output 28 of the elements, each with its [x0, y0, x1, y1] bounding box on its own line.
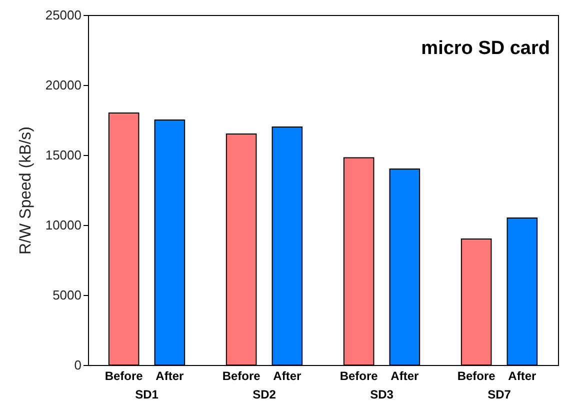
text: After	[273, 369, 302, 383]
bar	[272, 126, 303, 366]
y-axis-title: R/W Speed (kB/s)	[17, 126, 34, 255]
series-label: Before	[222, 369, 261, 383]
x-tick-label: SD1	[135, 388, 159, 402]
y-tick-label: 25000	[45, 8, 82, 22]
y-tick-label: 15000	[45, 148, 82, 162]
x-tick-label: SD2	[252, 388, 276, 402]
series-label: After	[156, 369, 184, 383]
y-tick-label: 20000	[45, 78, 82, 92]
y-tick-label: 10000	[45, 218, 82, 232]
text: After	[390, 369, 419, 383]
bar	[460, 238, 492, 366]
bar	[154, 120, 186, 366]
y-tick-label: 5000	[52, 288, 82, 302]
text: Before	[457, 369, 496, 383]
bar	[108, 112, 140, 366]
bar	[506, 218, 538, 366]
x-tick-label: SD7	[488, 388, 512, 402]
bar	[343, 157, 374, 366]
bar	[226, 134, 257, 366]
y-tick-label: 0	[74, 358, 82, 372]
text: micro SD card	[421, 38, 550, 59]
text: After	[508, 369, 536, 383]
text: Before	[340, 369, 378, 383]
x-tick-label: SD3	[370, 388, 394, 402]
text: Before	[104, 369, 143, 383]
bar	[389, 168, 420, 366]
